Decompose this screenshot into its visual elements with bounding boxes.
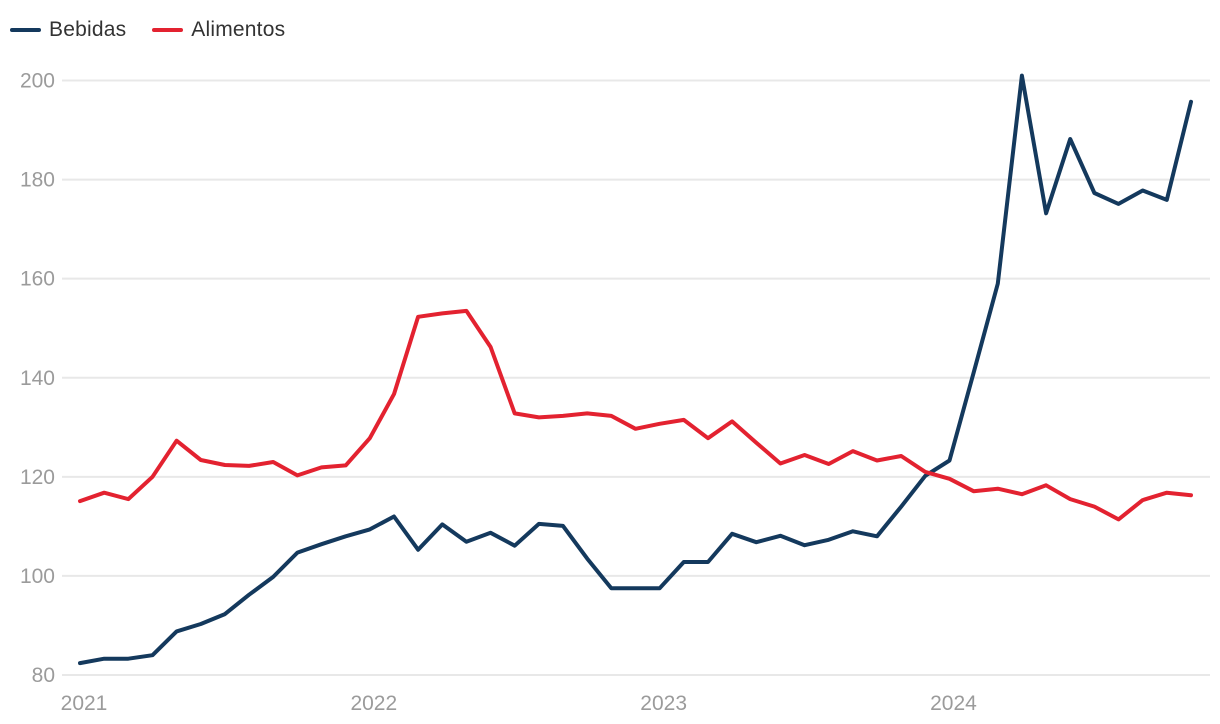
y-tick-label-100: 100 xyxy=(20,565,55,588)
bebidas-swatch-icon xyxy=(10,28,41,32)
chart-legend: Bebidas Alimentos xyxy=(10,18,285,42)
alimentos-line xyxy=(78,308,1193,522)
y-tick-label-200: 200 xyxy=(20,70,55,93)
y-tick-label-120: 120 xyxy=(20,466,55,489)
y-tick-label-180: 180 xyxy=(20,169,55,192)
legend-item-alimentos: Alimentos xyxy=(152,18,285,42)
bebidas-line xyxy=(78,73,1193,666)
y-tick-label-140: 140 xyxy=(20,367,55,390)
y-tick-label-160: 160 xyxy=(20,268,55,291)
alimentos-swatch-icon xyxy=(152,28,184,32)
legend-label-alimentos: Alimentos xyxy=(191,18,286,41)
x-tick-label-2023: 2023 xyxy=(640,692,687,715)
legend-item-bebidas: Bebidas xyxy=(10,18,126,42)
x-tick-label-2024: 2024 xyxy=(930,692,977,715)
x-tick-label-2021: 2021 xyxy=(61,692,108,715)
y-tick-label-80: 80 xyxy=(32,664,55,687)
legend-label-bebidas: Bebidas xyxy=(49,18,127,41)
x-tick-label-2022: 2022 xyxy=(350,692,397,715)
